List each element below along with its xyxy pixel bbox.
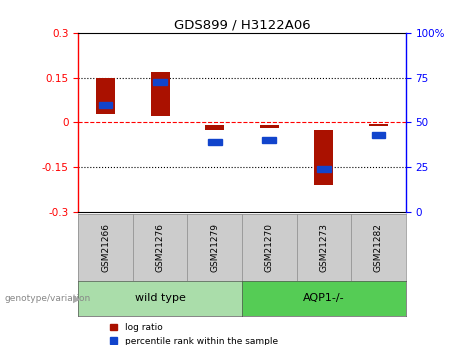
Text: GSM21266: GSM21266 <box>101 223 110 272</box>
Legend: log ratio, percentile rank within the sample: log ratio, percentile rank within the sa… <box>110 323 278 345</box>
Bar <box>372 132 385 138</box>
Text: wild type: wild type <box>135 294 186 303</box>
Bar <box>96 78 115 114</box>
Bar <box>208 139 222 145</box>
Bar <box>154 79 167 85</box>
Text: GSM21276: GSM21276 <box>156 223 165 272</box>
Text: GSM21273: GSM21273 <box>319 223 328 272</box>
Bar <box>317 166 331 171</box>
Bar <box>151 72 170 117</box>
Title: GDS899 / H3122A06: GDS899 / H3122A06 <box>174 19 310 32</box>
Text: GSM21279: GSM21279 <box>210 223 219 272</box>
Bar <box>99 102 112 108</box>
Bar <box>260 126 279 128</box>
Bar <box>369 124 388 126</box>
Text: ▶: ▶ <box>73 294 81 303</box>
Text: GSM21282: GSM21282 <box>374 223 383 272</box>
Bar <box>262 137 276 142</box>
Bar <box>205 126 225 130</box>
Bar <box>314 130 333 185</box>
Text: genotype/variation: genotype/variation <box>5 294 91 303</box>
Text: GSM21270: GSM21270 <box>265 223 274 272</box>
Text: AQP1-/-: AQP1-/- <box>303 294 345 303</box>
